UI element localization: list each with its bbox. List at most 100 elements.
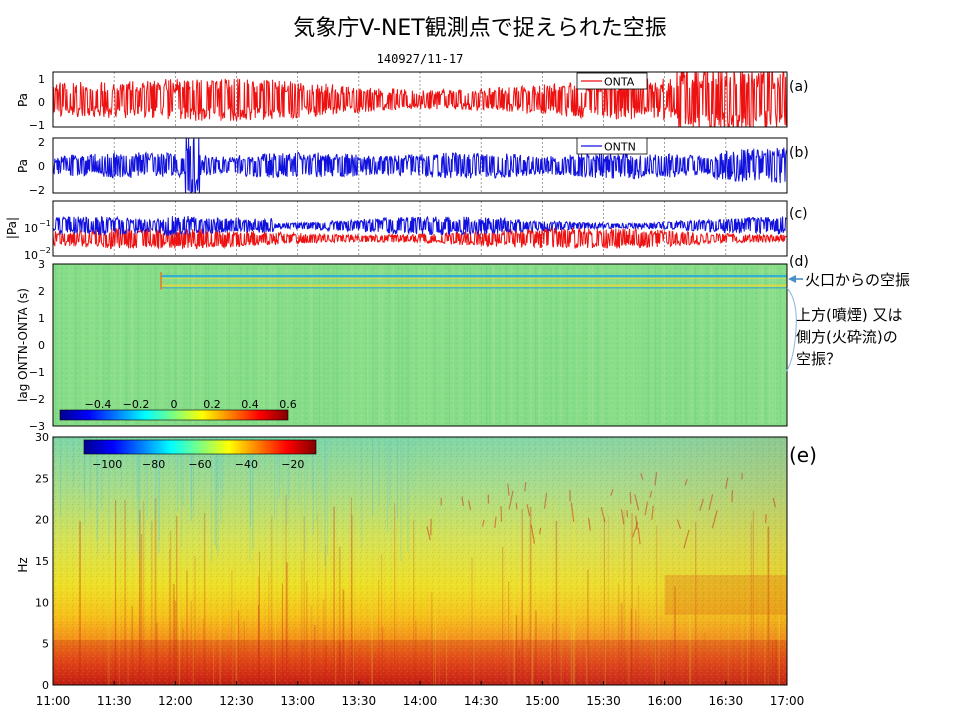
panel-a-trace-onta <box>53 72 787 127</box>
panel-a: ONTA 1 0 −1 Pa (a) <box>16 71 809 132</box>
panel-e-xticks: 11:00 11:30 12:00 12:30 13:00 13:30 14:00 14:30… <box>36 681 805 708</box>
panel-b: ONTN 2 0 −2 Pa (b) <box>16 136 809 197</box>
panel-d-ytick: 3 <box>38 258 45 271</box>
panel-c-trace-red <box>53 226 787 250</box>
panel-d: 3 2 1 0 −1 −2 −3 lag ONTN-ONTA (s) −0.4 −0.2 0 0.… <box>16 254 809 433</box>
panel-a-frame <box>52 71 788 128</box>
panel-a-legend: ONTA <box>576 72 648 90</box>
lag-band-edge <box>161 287 788 289</box>
panel-e-xtick: 11:00 <box>36 694 71 708</box>
panel-e-xtick: 15:30 <box>586 694 621 708</box>
colorbar-d-tick: 0.6 <box>279 398 297 411</box>
panel-e-ytick: 30 <box>35 431 49 444</box>
panel-d-ytick: −3 <box>29 420 45 433</box>
panel-b-legend-text: ONTN <box>604 141 636 154</box>
panel-b-ylabel: Pa <box>16 159 30 173</box>
panel-b-ytick: 0 <box>38 160 45 173</box>
lag-band <box>161 274 788 278</box>
panel-e-xtick: 14:00 <box>403 694 438 708</box>
panel-e-xtick: 15:00 <box>525 694 560 708</box>
panel-c-ylabel: |Pa| <box>5 217 19 239</box>
annotations: 火口からの空振 上方(噴煙) 又は 側方(火砕流)の 空振？ <box>785 271 910 373</box>
colorbar-d-tick: 0.2 <box>203 398 221 411</box>
panel-e-xtick: 13:00 <box>280 694 315 708</box>
panel-d-letter: (d) <box>789 254 809 270</box>
panel-c-letter: (c) <box>789 206 808 222</box>
panel-d-ytick: 2 <box>38 285 45 298</box>
annotation-upper-line: 上方(噴煙) 又は <box>796 306 902 324</box>
panel-e-ytick: 0 <box>42 679 49 692</box>
panel-e-ytick: 25 <box>35 472 49 485</box>
panel-b-ytick: 2 <box>38 136 45 149</box>
panel-e-letter: (e) <box>789 443 817 467</box>
colorbar-e-tick: −100 <box>92 458 122 471</box>
panel-e-xtick: 16:30 <box>709 694 744 708</box>
annotation-volcano: 火口からの空振 <box>805 271 910 289</box>
colorbar-d-tick: −0.2 <box>123 398 150 411</box>
panel-d-yticks: 3 2 1 0 −1 −2 −3 <box>29 258 45 433</box>
panel-e-xtick: 16:00 <box>647 694 682 708</box>
panel-c-ytick-exp: −1 <box>39 219 51 228</box>
panel-d-ylabel: lag ONTN-ONTA (s) <box>16 288 30 402</box>
panel-b-ytick: −2 <box>29 184 45 197</box>
panel-e-ylabel: Hz <box>16 557 30 572</box>
colorbar-e-tick: −60 <box>188 458 211 471</box>
panel-d-ytick: −1 <box>29 366 45 379</box>
panel-c-frame <box>52 200 788 257</box>
panel-e-xtick: 17:00 <box>770 694 805 708</box>
panel-b-letter: (b) <box>789 145 809 161</box>
colorbar-d-tick: 0.4 <box>241 398 259 411</box>
panel-a-ylabel: Pa <box>16 93 30 107</box>
panel-a-ytick: −1 <box>29 119 45 132</box>
panel-e-xtick: 14:30 <box>464 694 499 708</box>
panel-c-ytick-exp: −2 <box>39 246 51 255</box>
panel-e-xtick: 12:00 <box>158 694 193 708</box>
colorbar-e-tick: −80 <box>142 458 165 471</box>
panel-d-colorbar-labels: −0.4 −0.2 0 0.2 0.4 0.6 <box>85 398 297 411</box>
annotation-brace <box>785 287 797 373</box>
panel-c-ytick-base: 10 <box>24 249 38 262</box>
annotation-upper-line: 側方(火砕流)の <box>796 328 898 346</box>
panel-a-letter: (a) <box>789 79 809 95</box>
colorbar-d-tick: 0 <box>171 398 178 411</box>
panel-e-colorbar: −100 −80 −60 −40 −20 <box>83 439 317 471</box>
lag-onset <box>160 272 163 290</box>
panel-e-xtick: 13:30 <box>342 694 377 708</box>
panel-e-ytick: 15 <box>35 555 49 568</box>
volcano-arrowhead <box>788 275 796 283</box>
panel-e: 30 25 20 15 10 5 0 11:00 11:30 12:00 12:30 13:00 13… <box>16 431 817 708</box>
panel-c-ytick-base: 10 <box>24 222 38 235</box>
panel-d-ytick: 1 <box>38 312 45 325</box>
lag-band <box>161 284 788 287</box>
panel-a-legend-text: ONTA <box>604 76 635 89</box>
panel-d-ytick: 0 <box>38 339 45 352</box>
lag-band-edge <box>161 277 788 280</box>
date-label: 140927/11-17 <box>376 52 464 66</box>
panel-c: 10 −1 10 −2 |Pa| (c) <box>5 200 808 262</box>
panel-d-stripes <box>55 266 787 424</box>
page-title: 気象庁V-NET観測点で捉えられた空振 <box>293 16 667 41</box>
annotation-upper-line: 空振？ <box>796 350 841 368</box>
panel-e-xtick: 11:30 <box>97 694 132 708</box>
panel-e-xtick: 12:30 <box>219 694 254 708</box>
panel-d-ytick: −2 <box>29 393 45 406</box>
panel-e-ytick: 5 <box>42 638 49 651</box>
panel-a-ytick: 1 <box>38 73 45 86</box>
panel-b-trace-ontn <box>53 138 787 193</box>
panel-b-grid <box>113 138 727 193</box>
panel-e-ytick: 10 <box>35 596 49 609</box>
colorbar-e-tick: −20 <box>281 458 304 471</box>
panel-b-legend: ONTN <box>576 137 648 155</box>
panel-b-frame <box>52 137 788 194</box>
panel-d-colorbar: −0.4 −0.2 0 0.2 0.4 0.6 <box>59 398 297 421</box>
panel-d-bands <box>160 272 788 290</box>
colorbar-d-tick: −0.4 <box>85 398 112 411</box>
panel-c-trace-blue <box>53 215 787 237</box>
panel-d-frame <box>52 263 788 427</box>
panel-a-ytick: 0 <box>38 96 45 109</box>
panel-e-colorbar-labels: −100 −80 −60 −40 −20 <box>92 458 304 471</box>
colorbar-e-tick: −40 <box>235 458 258 471</box>
panel-e-yticks: 30 25 20 15 10 5 0 <box>35 431 49 692</box>
panel-e-ytick: 20 <box>35 514 49 527</box>
